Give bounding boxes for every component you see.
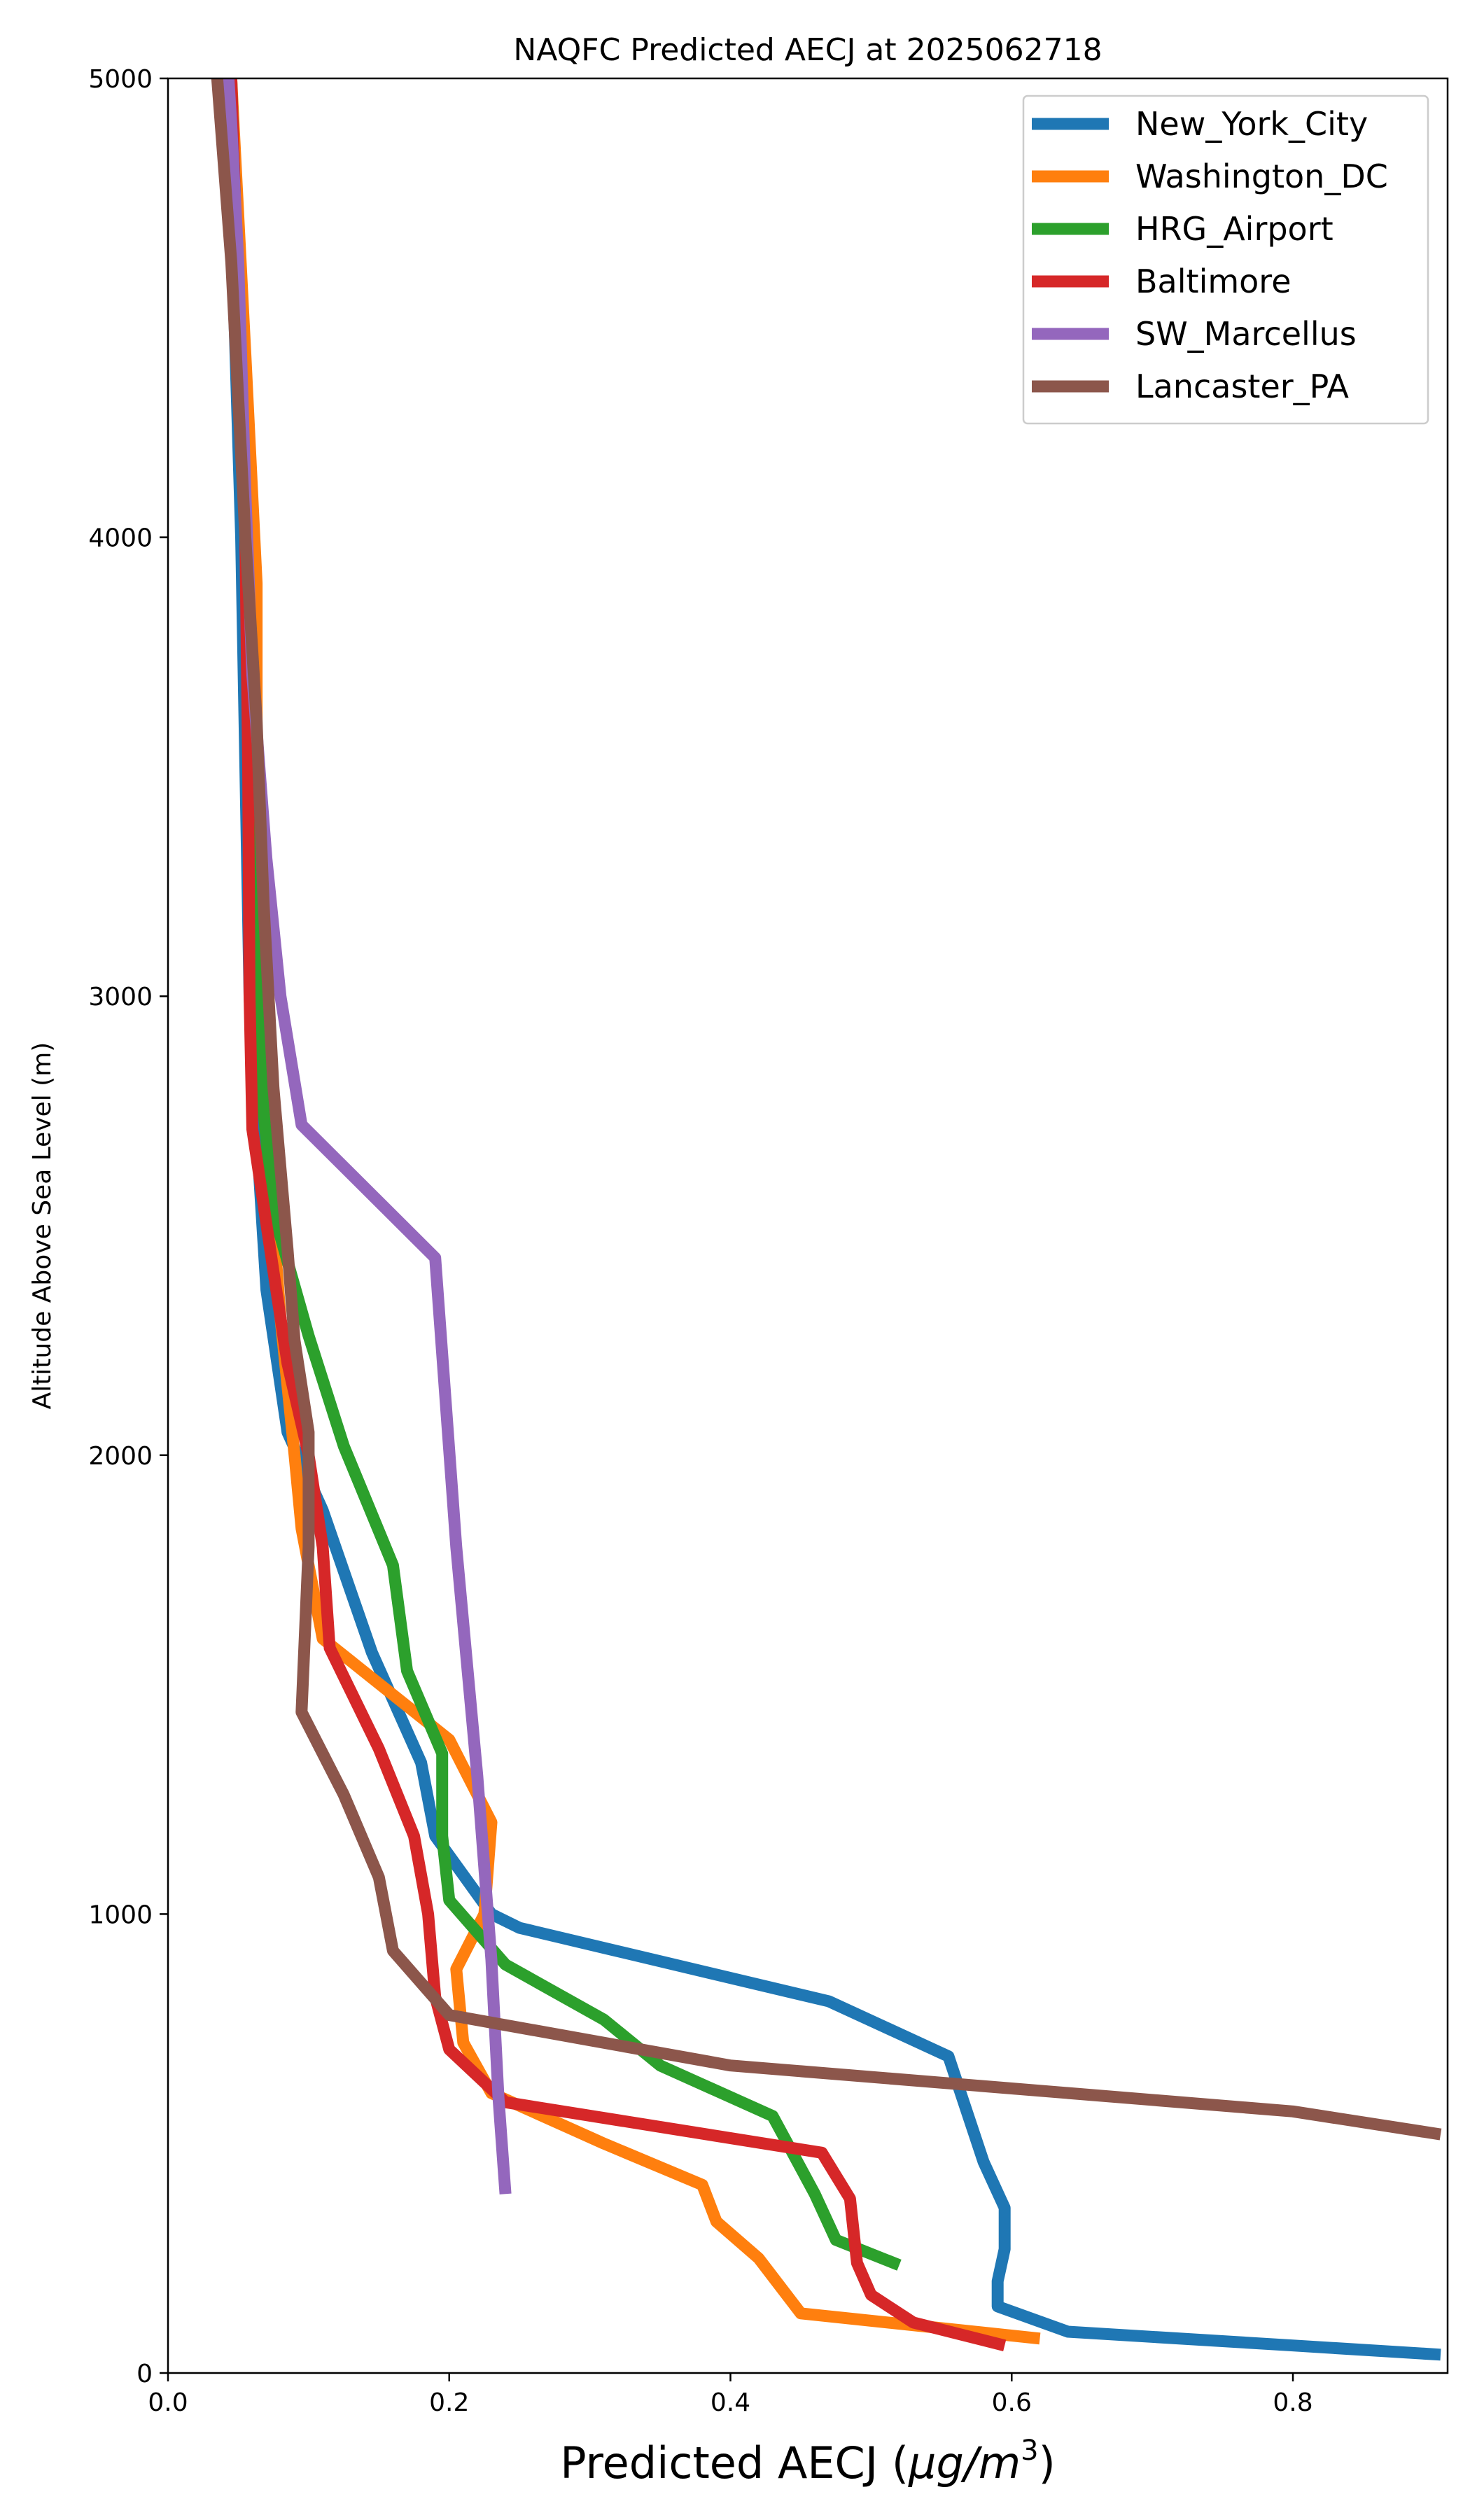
plot-frame bbox=[167, 77, 1449, 2374]
legend: New_York_City Washington_DC HRG_Airport Bal… bbox=[1022, 94, 1429, 425]
y-tick-label: 4000 bbox=[88, 524, 153, 553]
x-tick-label: 0.4 bbox=[710, 2388, 750, 2417]
x-axis-label-sup: 3 bbox=[1021, 2435, 1038, 2467]
x-axis-label: Predicted AECJ (μg/m3) bbox=[560, 2435, 1056, 2488]
x-axis-label-end: ) bbox=[1039, 2437, 1056, 2488]
y-axis-label: Altitude Above Sea Level (m) bbox=[28, 1042, 57, 1410]
y-tick-label: 5000 bbox=[88, 65, 153, 94]
legend-label: New_York_City bbox=[1135, 105, 1368, 143]
series-line-sw-marcellus bbox=[222, 78, 512, 2194]
series-line-baltimore bbox=[225, 78, 1007, 2351]
x-axis: 0.0 0.2 0.4 0.6 0.8 bbox=[148, 2373, 1313, 2417]
legend-label: Lancaster_PA bbox=[1135, 368, 1349, 405]
legend-label: Washington_DC bbox=[1135, 158, 1388, 195]
x-tick-label: 0.2 bbox=[429, 2388, 469, 2417]
y-tick-label: 1000 bbox=[88, 1900, 153, 1929]
legend-label: Baltimore bbox=[1135, 262, 1292, 300]
x-tick-label: 0.8 bbox=[1273, 2388, 1312, 2417]
y-tick-label: 3000 bbox=[88, 983, 153, 1011]
x-axis-label-unit: μg/m bbox=[908, 2437, 1021, 2488]
y-tick-label: 0 bbox=[136, 2360, 153, 2388]
y-tick-label: 2000 bbox=[88, 1442, 153, 1471]
x-tick-label: 0.0 bbox=[148, 2388, 188, 2417]
x-tick-label: 0.6 bbox=[992, 2388, 1032, 2417]
series-line-lancaster-pa bbox=[211, 78, 1442, 2141]
legend-label: SW_Marcellus bbox=[1135, 315, 1357, 353]
legend-label: HRG_Airport bbox=[1135, 210, 1334, 248]
legend-box bbox=[1022, 94, 1429, 425]
chart-title: NAQFC Predicted AECJ at 2025062718 bbox=[513, 32, 1102, 68]
x-axis-label-main: Predicted AECJ ( bbox=[560, 2437, 909, 2488]
series-line-hrg-airport bbox=[225, 78, 902, 2271]
plot-area bbox=[211, 78, 1442, 2361]
y-axis: 0 1000 2000 3000 4000 5000 bbox=[88, 65, 168, 2388]
